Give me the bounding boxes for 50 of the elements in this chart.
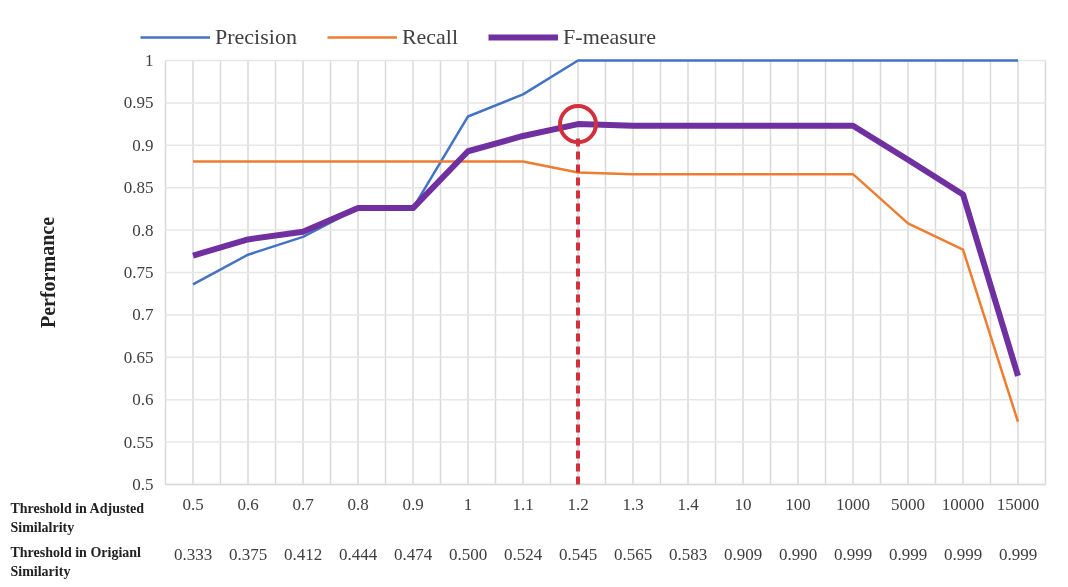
x-tick-label: 0.5	[182, 494, 204, 514]
x-tick-label: 1.2	[567, 494, 589, 514]
text: 0.999	[998, 544, 1038, 564]
x-axis-title: Threshold in Adjusted Similalrity	[10, 500, 145, 535]
legend-label: Precision	[215, 24, 297, 50]
x-tick-label: 100	[785, 494, 811, 514]
y-tick-label: 1	[145, 51, 154, 70]
text: 0.412	[283, 544, 323, 564]
text: 0.999	[943, 544, 983, 564]
x-tick-label: 0.7	[292, 494, 315, 514]
text: 0.375	[228, 544, 268, 564]
text: 0.565	[613, 544, 653, 564]
x-tick-label: 15000	[996, 494, 1040, 514]
x-tick-label: 1	[463, 494, 473, 514]
y-tick-label: 0.9	[132, 135, 154, 155]
x-tick-label: 10000	[941, 494, 985, 514]
text: 0.524	[503, 544, 543, 564]
y-tick-label: 0.8	[132, 220, 154, 240]
text: 0.545	[558, 544, 598, 564]
text: 0.999	[888, 544, 928, 564]
text: 0.444	[338, 544, 378, 564]
text: 0.999	[833, 544, 873, 564]
text: Threshold in Origianl Similarity	[10, 544, 142, 579]
x-tick-label: 1000	[836, 494, 870, 514]
x-tick-label: 0.6	[237, 494, 259, 514]
text: 0.990	[778, 544, 818, 564]
x-tick-label: 5000	[891, 494, 925, 514]
x-tick-label: 0.8	[347, 494, 369, 514]
legend-label: Recall	[401, 24, 459, 50]
line-series	[191, 160, 1020, 423]
y-tick-label: 0.95	[123, 93, 154, 113]
y-tick-label: 0.75	[123, 263, 154, 282]
y-tick-label: 0.65	[123, 347, 154, 367]
y-tick-label: 0.55	[123, 432, 154, 452]
text: 0.500	[448, 544, 488, 564]
text: 0.909	[723, 544, 763, 564]
text: 0.333	[173, 544, 213, 564]
legend-label: F-measure	[563, 24, 656, 50]
y-tick-label: 0.85	[123, 178, 154, 198]
x-tick-label: 0.9	[402, 494, 424, 514]
text: 0.583	[668, 544, 708, 564]
y-axis-title: Performance	[36, 216, 59, 329]
y-tick-label: 0.5	[132, 475, 154, 494]
y-tick-label: 0.7	[132, 305, 154, 325]
x-tick-label: 1.3	[622, 494, 644, 514]
y-tick-label: 0.6	[132, 390, 154, 410]
text: 0.474	[393, 544, 433, 564]
x-tick-label: 1.4	[677, 494, 700, 514]
x-tick-label: 1.1	[512, 494, 534, 514]
x-tick-label: 10	[734, 494, 752, 514]
